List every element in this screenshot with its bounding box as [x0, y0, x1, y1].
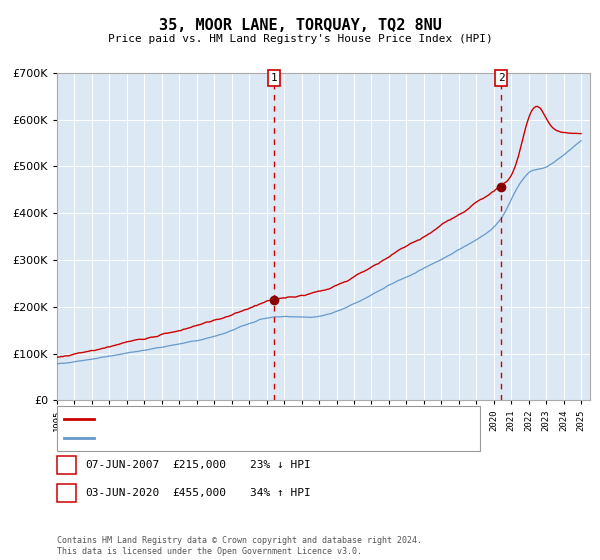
Text: 03-JUN-2020: 03-JUN-2020	[85, 488, 160, 498]
Text: 2: 2	[497, 73, 505, 83]
Text: £455,000: £455,000	[172, 488, 226, 498]
Text: HPI: Average price, detached house, Torbay: HPI: Average price, detached house, Torb…	[100, 433, 347, 444]
Text: 2: 2	[63, 488, 70, 498]
Text: £215,000: £215,000	[172, 460, 226, 470]
Text: Contains HM Land Registry data © Crown copyright and database right 2024.
This d: Contains HM Land Registry data © Crown c…	[57, 536, 422, 556]
Text: 1: 1	[63, 460, 70, 470]
Text: 1: 1	[271, 73, 278, 83]
Text: 23% ↓ HPI: 23% ↓ HPI	[250, 460, 311, 470]
Text: 34% ↑ HPI: 34% ↑ HPI	[250, 488, 311, 498]
Text: 35, MOOR LANE, TORQUAY, TQ2 8NU (detached house): 35, MOOR LANE, TORQUAY, TQ2 8NU (detache…	[100, 413, 382, 423]
Text: 07-JUN-2007: 07-JUN-2007	[85, 460, 160, 470]
Text: Price paid vs. HM Land Registry's House Price Index (HPI): Price paid vs. HM Land Registry's House …	[107, 34, 493, 44]
Text: 35, MOOR LANE, TORQUAY, TQ2 8NU: 35, MOOR LANE, TORQUAY, TQ2 8NU	[158, 18, 442, 32]
